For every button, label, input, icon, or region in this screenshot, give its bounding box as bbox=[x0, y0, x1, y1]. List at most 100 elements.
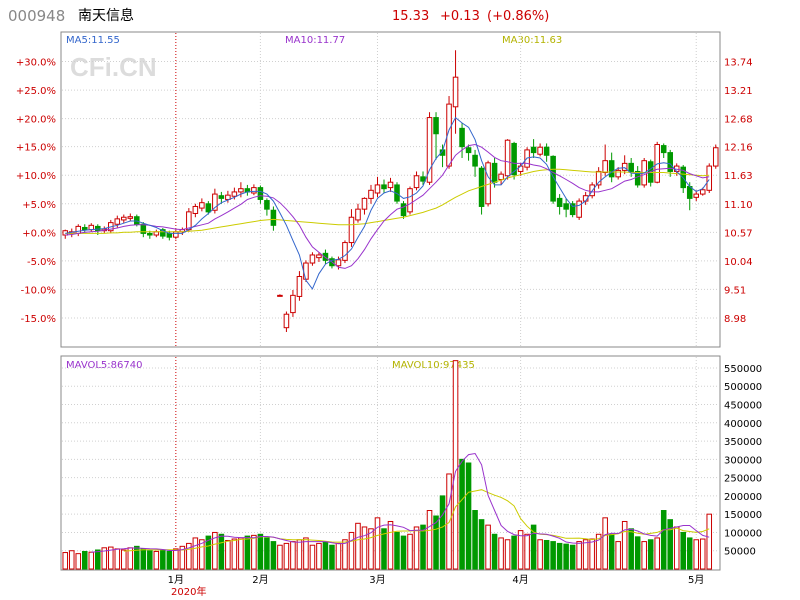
candle-body bbox=[257, 187, 264, 200]
left-axis-tick: -5.0% bbox=[27, 257, 56, 268]
stock-code: 000948 bbox=[8, 7, 65, 25]
candle-body bbox=[296, 276, 303, 297]
candle-body bbox=[465, 147, 472, 154]
ma30-line bbox=[65, 168, 710, 234]
stock-name: 南天信息 bbox=[78, 7, 134, 24]
volume-bar bbox=[569, 544, 576, 570]
volume-bar bbox=[355, 522, 361, 570]
candle-body bbox=[231, 191, 238, 197]
volume-bar bbox=[348, 531, 355, 570]
candle-body bbox=[491, 162, 498, 183]
volume-bar bbox=[641, 541, 647, 570]
volume-bar bbox=[634, 536, 641, 570]
x-month-label: 2月 bbox=[252, 574, 268, 586]
volume-bar bbox=[582, 539, 589, 570]
candle-body bbox=[459, 127, 465, 148]
volume-bar bbox=[238, 537, 244, 570]
candle-body bbox=[381, 184, 387, 190]
volume-bar bbox=[680, 531, 686, 570]
volume-bar bbox=[673, 526, 680, 570]
volume-bar bbox=[244, 535, 251, 570]
volume-bar bbox=[114, 548, 121, 570]
candle-body bbox=[693, 193, 700, 198]
volume-bar bbox=[212, 531, 218, 570]
volume-bar bbox=[472, 510, 478, 570]
volume-bar bbox=[693, 539, 700, 570]
volume-bar bbox=[667, 519, 673, 570]
candle-body bbox=[75, 225, 82, 234]
volume-bar bbox=[550, 541, 556, 570]
x-year-label: 2020年 bbox=[171, 585, 206, 598]
volume-bar bbox=[121, 549, 127, 570]
candle-body bbox=[173, 231, 179, 238]
price-change-percent: (+0.86%) bbox=[487, 9, 549, 24]
candle-body bbox=[361, 197, 368, 210]
right-axis-tick: 10.57 bbox=[724, 228, 753, 239]
volume-bar bbox=[660, 510, 667, 570]
candle-body bbox=[595, 170, 602, 186]
volume-bar bbox=[478, 519, 485, 570]
volume-bar bbox=[270, 541, 277, 570]
left-axis-tick: -10.0% bbox=[21, 285, 56, 296]
volume-bar bbox=[322, 541, 329, 570]
volume-axis-tick: 200000 bbox=[724, 492, 762, 503]
watermark-logo: CFi.CN bbox=[70, 52, 157, 82]
volume-axis-tick: 150000 bbox=[724, 510, 762, 521]
volume-bar bbox=[81, 550, 88, 570]
mavol5-legend: MAVOL5:86740 bbox=[66, 360, 142, 371]
left-axis-tick: +25.0% bbox=[16, 86, 56, 97]
candle-body bbox=[569, 203, 576, 216]
ma30-legend: MA30:11.63 bbox=[502, 35, 562, 46]
candle-body bbox=[212, 193, 218, 211]
volume-bar bbox=[537, 539, 543, 570]
candle-body bbox=[134, 216, 140, 225]
volume-bar bbox=[251, 534, 257, 570]
left-axis-tick: +15.0% bbox=[16, 143, 56, 154]
volume-bar bbox=[589, 538, 595, 570]
volume-bar bbox=[186, 542, 192, 570]
volume-bar bbox=[160, 549, 166, 570]
candle-body bbox=[322, 252, 329, 261]
candle-body bbox=[186, 211, 192, 231]
volume-bar bbox=[342, 539, 348, 570]
volume-bar bbox=[290, 541, 296, 570]
candle-body bbox=[660, 145, 667, 154]
volume-bar bbox=[361, 526, 368, 570]
candle-body bbox=[121, 216, 127, 221]
x-month-label: 1月 bbox=[168, 574, 184, 586]
volume-bar bbox=[374, 517, 381, 570]
volume-bar bbox=[621, 520, 628, 570]
volume-bar bbox=[316, 542, 322, 570]
right-axis-tick: 11.63 bbox=[724, 171, 753, 182]
right-axis-tick: 12.16 bbox=[724, 143, 753, 154]
volume-bar bbox=[485, 524, 491, 570]
left-axis-tick: +10.0% bbox=[16, 171, 56, 182]
candle-body bbox=[387, 181, 394, 189]
volume-bar bbox=[686, 537, 693, 570]
right-axis-tick: 12.68 bbox=[724, 115, 753, 126]
volume-bar bbox=[602, 517, 608, 570]
volume-bar bbox=[296, 539, 303, 570]
candle-body bbox=[504, 139, 511, 177]
volume-bar bbox=[153, 550, 160, 570]
volume-axis-tick: 500000 bbox=[724, 382, 762, 393]
candle-body bbox=[348, 216, 355, 244]
candle-body bbox=[309, 254, 316, 264]
volume-bar bbox=[608, 533, 615, 570]
x-month-label: 5月 bbox=[688, 574, 704, 586]
volume-bar bbox=[95, 549, 101, 570]
candle-body bbox=[446, 103, 452, 167]
volume-bar bbox=[517, 530, 524, 570]
volume-bar bbox=[173, 548, 179, 570]
right-axis-tick: 10.04 bbox=[724, 257, 753, 268]
candle-body bbox=[556, 197, 563, 207]
left-axis-tick: +5.0% bbox=[22, 200, 56, 211]
volume-bar bbox=[88, 551, 95, 570]
volume-bar bbox=[615, 541, 621, 570]
candle-body bbox=[576, 200, 582, 218]
volume-bar bbox=[205, 535, 212, 570]
candle-body bbox=[81, 226, 88, 231]
candle-body bbox=[160, 229, 166, 237]
ma10-legend: MA10:11.77 bbox=[285, 35, 345, 46]
ma10-line bbox=[65, 143, 710, 269]
